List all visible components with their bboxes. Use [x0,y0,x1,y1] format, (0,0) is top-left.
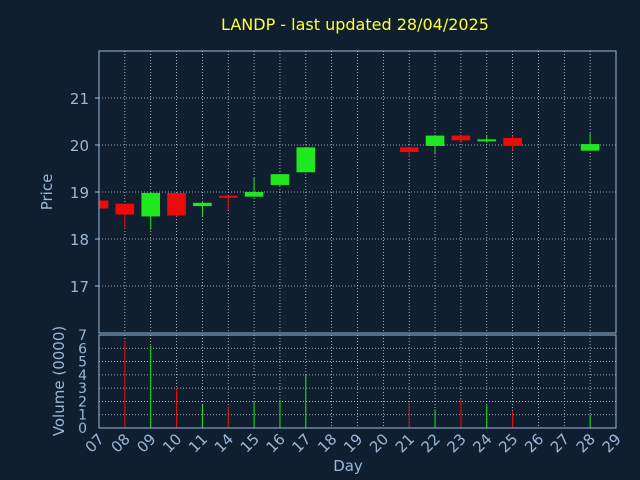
price-tick-label: 19 [70,184,89,202]
price-grid [99,51,616,333]
candle-body [218,195,238,198]
volume-tick-label: 6 [78,341,87,357]
volume-tick-label: 0 [78,421,87,437]
candle-body [296,147,316,173]
volume-tick-label: 5 [78,355,87,371]
price-tick-label: 21 [70,90,89,108]
candle-body [399,147,419,153]
price-frame [98,50,617,334]
volume-frame [98,334,617,429]
candle-body [244,192,264,197]
volume-tick-label: 7 [78,328,87,344]
candle-body [115,203,135,215]
price-tick-label: 18 [70,231,89,249]
volume-axis-label: Volume (0000) [50,326,68,436]
volume-tick-label: 2 [78,394,87,410]
price-tick-label: 20 [70,137,89,155]
volume-panel [124,340,591,428]
volume-tick-label: 1 [78,408,87,424]
candle-body [193,202,212,207]
volume-tick-label: 3 [78,381,87,397]
candle-body [451,135,471,141]
price-axis-label: Price [38,174,56,211]
volume-tick-label: 4 [78,368,87,384]
candle-body [425,135,445,146]
chart-title: LANDP - last updated 28/04/2025 [221,15,489,34]
candle-body [167,192,186,216]
candle-body [270,174,290,185]
candle-body [141,192,161,217]
candle-body [477,139,497,142]
x-axis-label: Day [333,457,363,475]
price-axis: 17 18 19 20 21 [70,50,617,334]
price-tick-label: 17 [70,278,89,296]
candle-body [580,144,600,151]
candle-body [503,137,522,146]
candle-body [99,200,109,209]
